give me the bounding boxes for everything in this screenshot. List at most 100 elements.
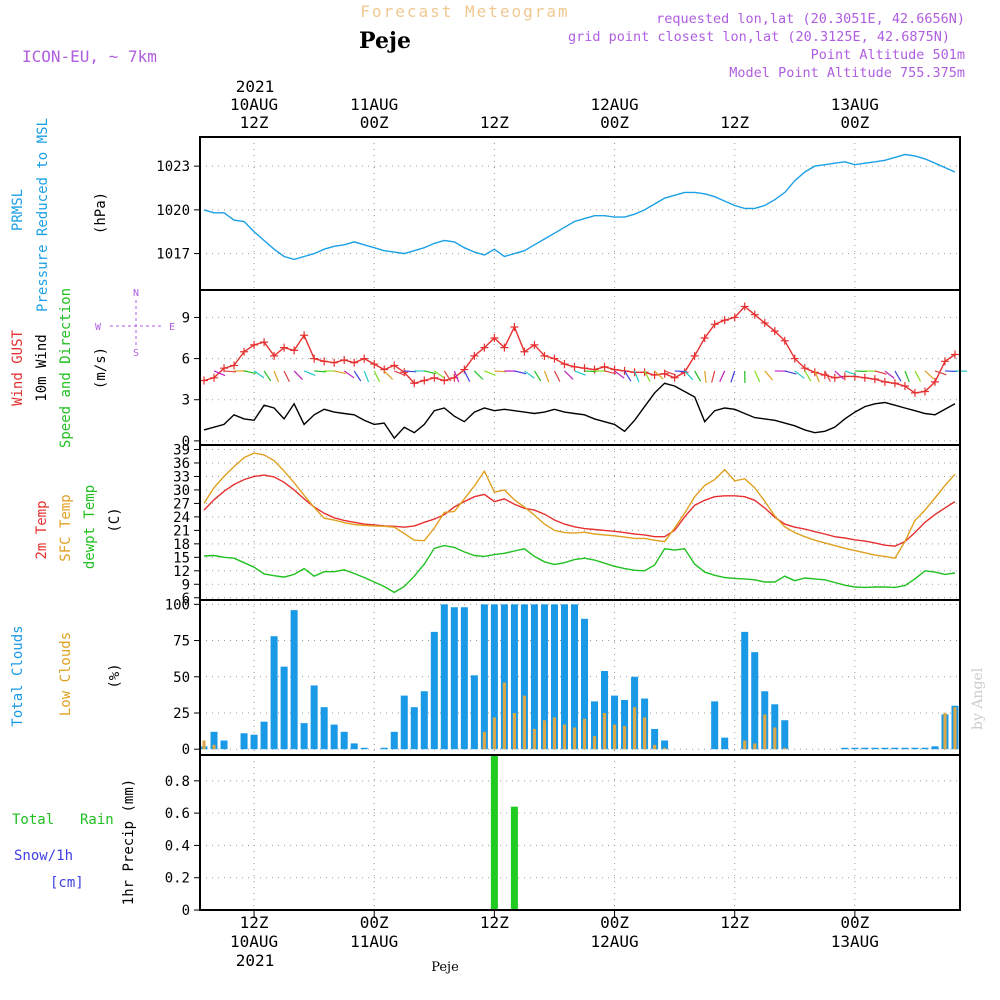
clouds-ytick-label: 75 (173, 634, 190, 650)
gust-marker (350, 358, 359, 367)
bar-low-clouds (552, 717, 557, 750)
wind-gust-label: Wind GUST (10, 330, 26, 406)
bar-total-clouds (651, 728, 659, 750)
bar-total-clouds (400, 695, 408, 750)
gust-marker (730, 313, 739, 322)
gust-marker (610, 365, 619, 374)
series-line-wind-gust (203, 305, 956, 394)
gust-marker (890, 379, 899, 388)
gust-marker (650, 371, 659, 380)
bar-low-clouds (532, 728, 537, 750)
wind-direction-arrow (473, 370, 484, 380)
model-label: ICON-EU, ~ 7km (22, 47, 157, 66)
bottom-date-label: 12AUG (590, 932, 638, 951)
bar-total-clouds (320, 707, 328, 750)
bar-total-clouds (520, 604, 528, 750)
bar-low-clouds (602, 712, 607, 750)
gust-marker (900, 382, 909, 391)
wind-ytick-label: 9 (182, 310, 190, 326)
wind-direction-arrow (634, 370, 640, 383)
bar-low-clouds (773, 727, 777, 750)
precip-ytick-label: 0.2 (165, 871, 190, 887)
wind-direction-arrow (243, 370, 256, 375)
precip-ytick-label: 0.8 (165, 774, 190, 790)
bar-total-clouds (871, 747, 879, 750)
wind-direction-arrow (314, 370, 327, 373)
gust-marker (690, 351, 699, 360)
wind-ytick-label: 3 (182, 393, 190, 409)
gust-marker (870, 375, 879, 384)
top-date-label: 11AUG (350, 95, 398, 114)
bar-low-clouds (212, 744, 216, 750)
wind-direction-arrow (514, 370, 527, 375)
bar-low-clouds (492, 717, 496, 750)
temperature-ytick-label: 6 (182, 591, 190, 607)
gust-marker (640, 368, 649, 377)
gust-marker (390, 361, 399, 370)
bar-low-clouds (753, 743, 757, 750)
compass-west: W (95, 322, 102, 333)
snow-unit-label: [cm] (50, 875, 84, 891)
wind-direction-arrow (564, 370, 574, 380)
wind-direction-arrow (684, 370, 694, 381)
bar-low-clouds (622, 726, 627, 750)
bar-total-clouds (781, 720, 789, 750)
gust-marker (340, 355, 349, 364)
pressure-ytick-label: 1020 (156, 203, 190, 219)
precip-frame (199, 754, 961, 911)
gust-marker (290, 346, 299, 355)
gust-marker (660, 369, 669, 378)
temperature-ytick-label: 27 (173, 496, 190, 512)
footer-location: Peje (431, 960, 459, 975)
temp-dewpt-label: dewpt Temp (82, 485, 98, 569)
gust-marker (570, 362, 579, 371)
bar-low-clouds (502, 682, 506, 750)
bar-total-rain (490, 755, 498, 910)
gust-marker (560, 360, 569, 369)
wind-direction-arrow (293, 370, 303, 380)
wind-direction-arrow (604, 370, 617, 375)
wind-direction-arrow (614, 370, 625, 379)
bar-total-clouds (270, 636, 278, 750)
gust-marker (780, 336, 789, 345)
gust-marker (510, 323, 519, 332)
precip-ytick-label: 0.4 (165, 838, 190, 854)
gust-marker (830, 373, 839, 382)
precip-ytick-label: 0 (182, 903, 190, 919)
point-altitude: Point Altitude 501m (811, 47, 965, 63)
bottom-hour-label: 12Z (480, 913, 509, 932)
bar-total-clouds (210, 731, 218, 750)
compass-icon: N S W E (95, 288, 175, 359)
gust-marker (260, 338, 269, 347)
wind-direction-arrow (664, 370, 677, 376)
wind-direction-arrow (303, 370, 316, 377)
bar-low-clouds (663, 747, 667, 750)
bar-total-clouds (591, 701, 599, 750)
temperature-ytick-label: 18 (173, 537, 190, 553)
gust-marker (580, 364, 589, 373)
gust-marker (220, 364, 229, 373)
gust-marker (710, 320, 719, 329)
temperature-ytick-label: 15 (173, 550, 190, 566)
bar-total-clouds (490, 604, 498, 750)
wind-direction-arrow (804, 370, 812, 382)
top-hour-label: 00Z (840, 113, 869, 132)
series-line-2m-temp (203, 474, 956, 547)
bar-total-clouds (570, 604, 578, 750)
gust-marker (750, 310, 759, 319)
wind-direction-arrow (394, 370, 406, 376)
wind-ytick-label: 6 (182, 352, 190, 368)
wind-direction-arrow (874, 370, 887, 375)
bar-total-clouds (881, 747, 889, 750)
bottom-year: 2021 (236, 951, 275, 970)
clouds-ytick-label: 100 (165, 597, 190, 613)
top-hour-label: 12Z (720, 113, 749, 132)
gust-marker (470, 351, 479, 360)
temperature-ytick-label: 12 (173, 564, 190, 580)
bar-total-clouds (310, 685, 318, 750)
wind-direction-arrow (273, 370, 280, 383)
gust-marker (840, 372, 849, 381)
bar-low-clouds (572, 727, 577, 750)
gust-marker (200, 376, 209, 385)
wind-direction-arrow (433, 370, 445, 379)
